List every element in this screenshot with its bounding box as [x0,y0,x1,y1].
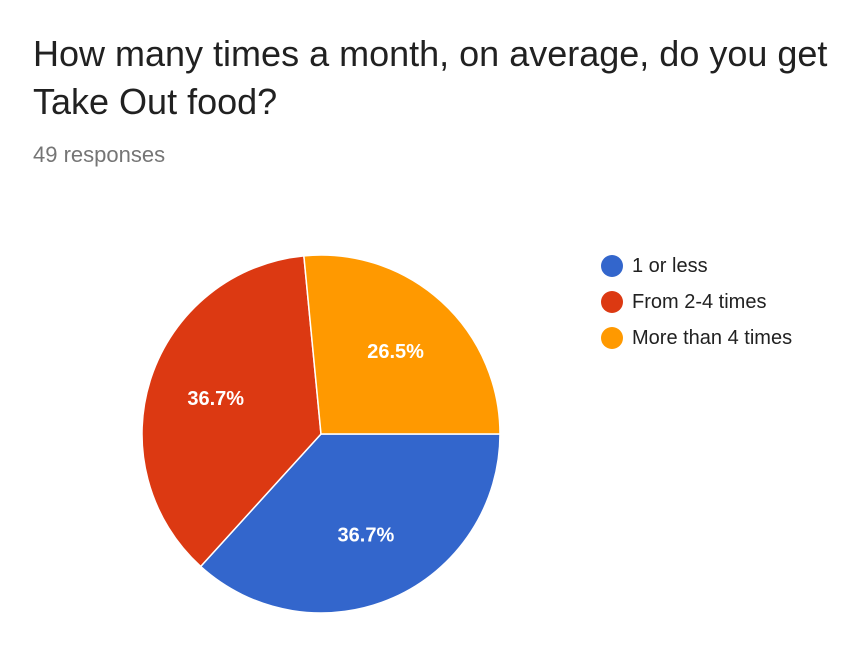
legend-marker-1-or-less [601,255,623,277]
chart-legend: 1 or less From 2-4 times More than 4 times [601,255,792,349]
legend-label-from-2-4-times[interactable]: From 2-4 times [632,291,766,313]
chart-title: How many times a month, on average, do y… [33,33,828,122]
legend-marker-from-2-4-times [601,291,623,313]
pie-slice-from-2-4-times[interactable] [141,255,322,568]
pie-slice-label-from-2-4-times: 36.7% [187,388,244,410]
legend-label-1-or-less[interactable]: 1 or less [632,255,708,277]
legend-marker-more-than-4-times [601,327,623,349]
pie-slice-label-1-or-less: 36.7% [338,525,395,547]
pie-slice-1-or-less[interactable] [199,433,501,614]
pie-slice-more-than-4-times[interactable] [303,254,501,435]
pie-slices [141,254,501,614]
response-count: 49 responses [33,142,166,167]
legend-label-more-than-4-times[interactable]: More than 4 times [632,327,792,349]
pie-slice-labels: 36.7% 36.7% 26.5% [187,341,424,547]
pie-slice-label-more-than-4-times: 26.5% [367,341,424,363]
